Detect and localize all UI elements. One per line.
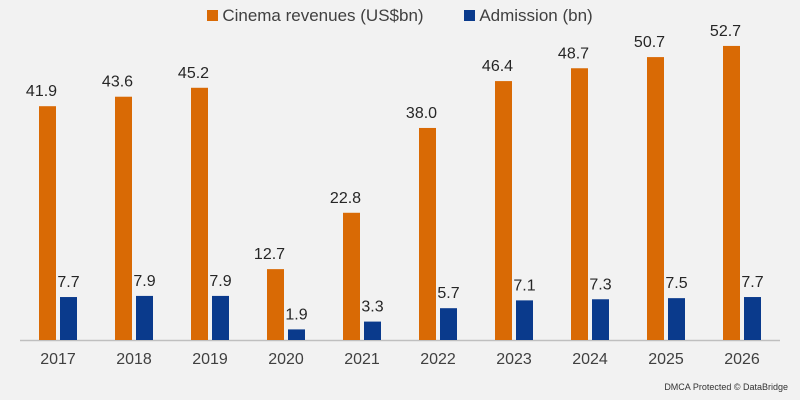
bar-revenue (115, 96, 132, 340)
data-label-revenue: 52.7 (710, 23, 741, 40)
data-label-admission: 3.3 (361, 299, 383, 316)
x-tick-label: 2023 (496, 351, 532, 368)
bar-admission (516, 300, 533, 340)
bar-revenue (571, 68, 588, 340)
data-label-revenue: 50.7 (634, 34, 665, 51)
data-label-admission: 7.3 (589, 276, 611, 293)
x-tick-label: 2026 (724, 351, 760, 368)
bar-revenue (723, 45, 740, 341)
data-label-revenue: 22.8 (330, 190, 361, 207)
x-tick-label: 2018 (116, 351, 152, 368)
bar-revenue (419, 127, 436, 341)
legend-label-revenue: Cinema revenues (US$bn) (222, 6, 424, 25)
legend-label-admission: Admission (bn) (479, 6, 593, 25)
bar-revenue (495, 81, 512, 340)
data-label-admission: 1.9 (285, 306, 307, 323)
data-label-admission: 7.9 (209, 273, 231, 290)
x-tick-label: 2017 (40, 351, 76, 368)
bar-admission (364, 321, 381, 340)
data-label-revenue: 41.9 (26, 83, 57, 100)
bar-revenue (647, 57, 664, 341)
bar-admission (440, 308, 457, 340)
data-label-revenue: 46.4 (482, 58, 513, 75)
data-label-revenue: 45.2 (178, 65, 209, 82)
bar-admission (60, 297, 77, 340)
legend-item-admission: Admission (bn) (464, 6, 593, 26)
data-label-admission: 7.7 (741, 274, 763, 291)
bar-admission (136, 295, 153, 340)
data-label-revenue: 12.7 (254, 246, 285, 263)
data-label-admission: 7.7 (57, 274, 79, 291)
x-tick-label: 2022 (420, 351, 456, 368)
x-tick-label: 2025 (648, 351, 684, 368)
x-tick-label: 2021 (344, 351, 380, 368)
x-tick-label: 2024 (572, 351, 608, 368)
footer-credit: DMCA Protected © DataBridge (664, 382, 788, 392)
bar-admission (744, 297, 761, 340)
x-tick-label: 2020 (268, 351, 304, 368)
bar-revenue (191, 87, 208, 340)
bar-admission (212, 295, 229, 340)
data-label-admission: 5.7 (437, 285, 459, 302)
bar-revenue (39, 106, 56, 340)
x-tick-label: 2019 (192, 351, 228, 368)
bar-admission (668, 298, 685, 340)
data-label-revenue: 48.7 (558, 45, 589, 62)
data-label-revenue: 43.6 (102, 74, 133, 91)
data-label-revenue: 38.0 (406, 105, 437, 122)
bar-admission (592, 299, 609, 340)
data-label-admission: 7.1 (513, 277, 535, 294)
legend-swatch-admission (464, 10, 476, 21)
legend: Cinema revenues (US$bn) Admission (bn) (0, 6, 800, 26)
bar-revenue (267, 269, 284, 340)
data-label-admission: 7.5 (665, 275, 687, 292)
bar-revenue (343, 212, 360, 340)
legend-swatch-revenue (207, 10, 219, 21)
bar-admission (288, 329, 305, 340)
legend-item-revenue: Cinema revenues (US$bn) (207, 6, 424, 26)
data-label-admission: 7.9 (133, 273, 155, 290)
